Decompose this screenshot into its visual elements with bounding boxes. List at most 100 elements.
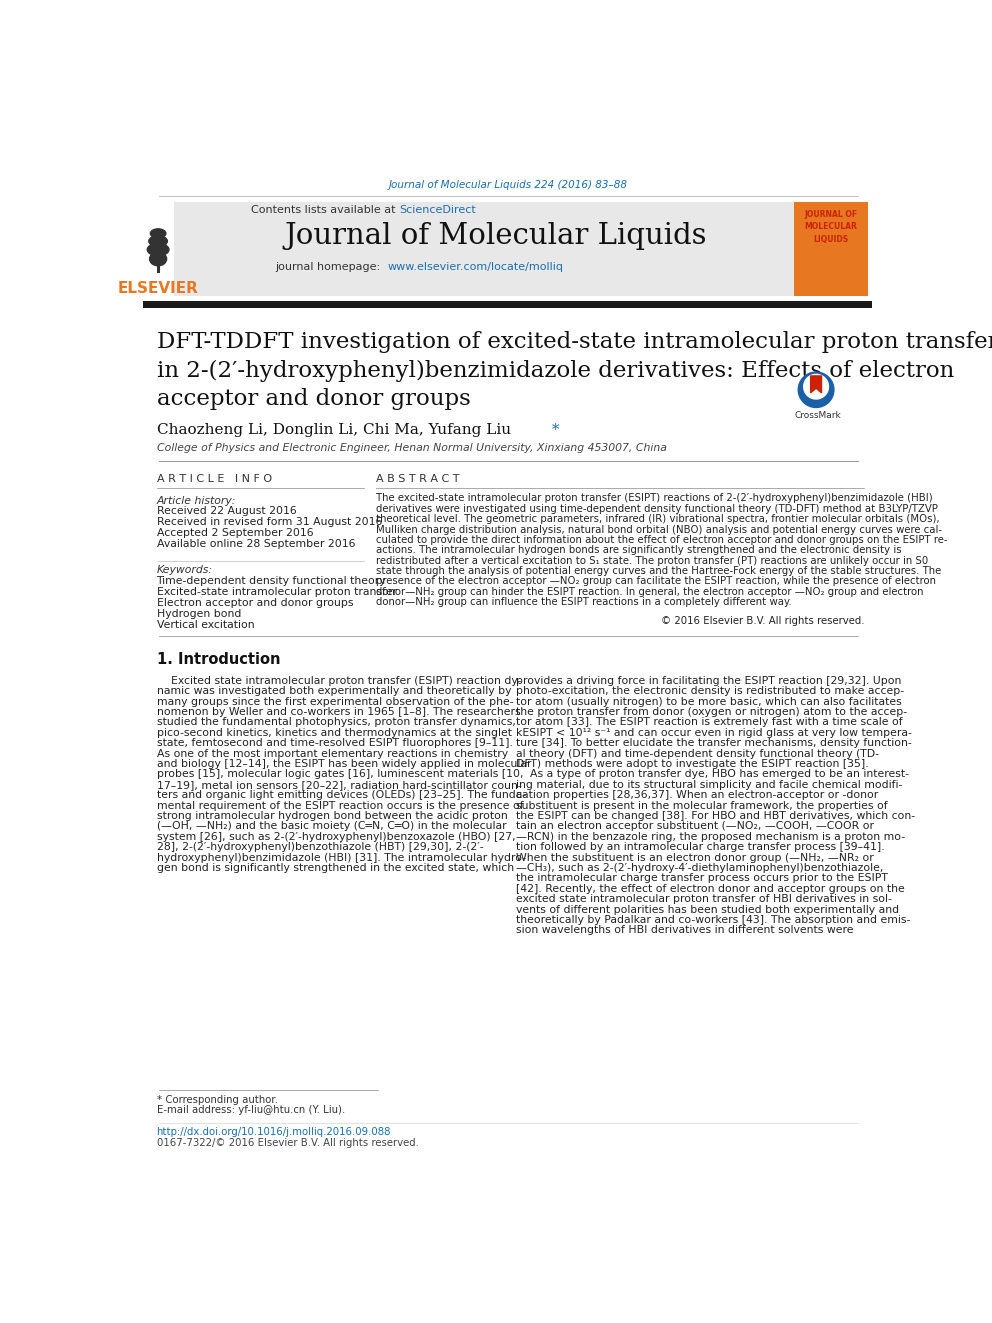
Text: acceptor and donor groups: acceptor and donor groups (157, 388, 470, 410)
Text: state through the analysis of potential energy curves and the Hartree-Fock energ: state through the analysis of potential … (376, 566, 941, 576)
Text: DFT) methods were adopt to investigate the ESIPT reaction [35].: DFT) methods were adopt to investigate t… (516, 759, 869, 769)
Text: Mulliken charge distribution analysis, natural bond orbital (NBO) analysis and p: Mulliken charge distribution analysis, n… (376, 524, 941, 534)
Text: Received 22 August 2016: Received 22 August 2016 (157, 507, 297, 516)
Text: *: * (548, 423, 559, 437)
Text: ters and organic light emitting devices (OLEDs) [23–25]. The funda-: ters and organic light emitting devices … (157, 790, 526, 800)
Text: Electron acceptor and donor groups: Electron acceptor and donor groups (157, 598, 353, 609)
Text: many groups since the first experimental observation of the phe-: many groups since the first experimental… (157, 697, 513, 706)
Text: Article history:: Article history: (157, 496, 236, 505)
Text: A R T I C L E   I N F O: A R T I C L E I N F O (157, 474, 272, 484)
Text: namic was investigated both experimentally and theoretically by: namic was investigated both experimental… (157, 687, 511, 696)
Bar (175, 202, 795, 296)
Ellipse shape (150, 251, 167, 266)
Text: the intramolecular charge transfer process occurs prior to the ESIPT: the intramolecular charge transfer proce… (516, 873, 888, 884)
Text: kESIPT < 10¹² s⁻¹ and can occur even in rigid glass at very low tempera-: kESIPT < 10¹² s⁻¹ and can occur even in … (516, 728, 912, 738)
Text: Vertical excitation: Vertical excitation (157, 619, 254, 630)
Text: gen bond is significantly strengthened in the excited state, which: gen bond is significantly strengthened i… (157, 863, 514, 873)
Text: Keywords:: Keywords: (157, 565, 212, 576)
Text: theoretically by Padalkar and co-workers [43]. The absorption and emis-: theoretically by Padalkar and co-workers… (516, 916, 911, 925)
Text: tain an electron acceptor substituent (—NO₂, —COOH, —COOR or: tain an electron acceptor substituent (—… (516, 822, 874, 831)
Text: JOURNAL OF
MOLECULAR
LIQUIDS: JOURNAL OF MOLECULAR LIQUIDS (805, 209, 857, 243)
Text: (—OH, —NH₂) and the basic moiety (C═N, C═O) in the molecular: (—OH, —NH₂) and the basic moiety (C═N, C… (157, 822, 506, 831)
Text: ELSEVIER: ELSEVIER (118, 280, 198, 295)
Text: presence of the electron acceptor —NO₂ group can facilitate the ESIPT reaction, : presence of the electron acceptor —NO₂ g… (376, 577, 935, 586)
Text: —CH₃), such as 2-(2′-hydroxy-4′-diethylaminophenyl)benzothiazole,: —CH₃), such as 2-(2′-hydroxy-4′-diethyla… (516, 863, 884, 873)
Text: tor atom (usually nitrogen) to be more basic, which can also facilitates: tor atom (usually nitrogen) to be more b… (516, 697, 902, 706)
Bar (144, 202, 175, 296)
Text: ture [34]. To better elucidate the transfer mechanisms, density function-: ture [34]. To better elucidate the trans… (516, 738, 912, 749)
Text: redistributed after a vertical excitation to S₁ state. The proton transfer (PT) : redistributed after a vertical excitatio… (376, 556, 929, 566)
Text: the ESIPT can be changed [38]. For HBO and HBT derivatives, which con-: the ESIPT can be changed [38]. For HBO a… (516, 811, 916, 822)
Text: vents of different polarities has been studied both experimentally and: vents of different polarities has been s… (516, 905, 900, 914)
Text: The excited-state intramolecular proton transfer (ESIPT) reactions of 2-(2′-hydr: The excited-state intramolecular proton … (376, 493, 932, 503)
Text: Chaozheng Li, Donglin Li, Chi Ma, Yufang Liu: Chaozheng Li, Donglin Li, Chi Ma, Yufang… (157, 423, 511, 437)
Text: photo-excitation, the electronic density is redistributed to make accep-: photo-excitation, the electronic density… (516, 687, 905, 696)
Text: Available online 28 September 2016: Available online 28 September 2016 (157, 538, 355, 549)
Text: probes [15], molecular logic gates [16], luminescent materials [10,: probes [15], molecular logic gates [16],… (157, 770, 523, 779)
Text: Journal of Molecular Liquids 224 (2016) 83–88: Journal of Molecular Liquids 224 (2016) … (389, 180, 628, 191)
Circle shape (799, 372, 834, 407)
Text: 0167-7322/© 2016 Elsevier B.V. All rights reserved.: 0167-7322/© 2016 Elsevier B.V. All right… (157, 1138, 419, 1148)
Text: system [26], such as 2-(2′-hydroxyphenyl)benzoxazole (HBO) [27,: system [26], such as 2-(2′-hydroxyphenyl… (157, 832, 515, 841)
Text: cation properties [28,36,37]. When an electron-acceptor or -donor: cation properties [28,36,37]. When an el… (516, 790, 878, 800)
Bar (795, 202, 868, 296)
Text: Excited-state intramolecular proton transfer: Excited-state intramolecular proton tran… (157, 587, 397, 597)
Bar (144, 302, 872, 308)
Text: Time-dependent density functional theory: Time-dependent density functional theory (157, 577, 386, 586)
Text: state, femtosecond and time-resolved ESIPT fluorophores [9–11].: state, femtosecond and time-resolved ESI… (157, 738, 513, 749)
Text: When the substituent is an electron donor group (—NH₂, —NR₂ or: When the substituent is an electron dono… (516, 852, 874, 863)
Text: actions. The intramolecular hydrogen bonds are significantly strengthened and th: actions. The intramolecular hydrogen bon… (376, 545, 902, 556)
Text: www.elsevier.com/locate/molliq: www.elsevier.com/locate/molliq (388, 262, 563, 271)
Ellipse shape (149, 235, 168, 246)
Text: derivatives were investigated using time-dependent density functional theory (TD: derivatives were investigated using time… (376, 504, 937, 513)
Text: provides a driving force in facilitating the ESIPT reaction [29,32]. Upon: provides a driving force in facilitating… (516, 676, 902, 685)
Text: sion wavelengths of HBI derivatives in different solvents were: sion wavelengths of HBI derivatives in d… (516, 925, 854, 935)
Text: journal homepage:: journal homepage: (276, 262, 388, 271)
Text: mental requirement of the ESIPT reaction occurs is the presence of: mental requirement of the ESIPT reaction… (157, 800, 523, 811)
Text: al theory (DFT) and time-dependent density functional theory (TD-: al theory (DFT) and time-dependent densi… (516, 749, 879, 758)
Text: strong intramolecular hydrogen bond between the acidic proton: strong intramolecular hydrogen bond betw… (157, 811, 507, 822)
Ellipse shape (151, 229, 166, 238)
Text: Accepted 2 September 2016: Accepted 2 September 2016 (157, 528, 313, 538)
Text: 28], 2-(2′-hydroxyphenyl)benzothiazole (HBT) [29,30], 2-(2′-: 28], 2-(2′-hydroxyphenyl)benzothiazole (… (157, 843, 483, 852)
Text: * Corresponding author.: * Corresponding author. (157, 1094, 278, 1105)
Text: Hydrogen bond: Hydrogen bond (157, 609, 241, 619)
Text: A B S T R A C T: A B S T R A C T (376, 474, 459, 484)
Text: Journal of Molecular Liquids: Journal of Molecular Liquids (285, 222, 707, 250)
Text: nomenon by Weller and co-workers in 1965 [1–8]. The researchers: nomenon by Weller and co-workers in 1965… (157, 706, 520, 717)
Text: CrossMark: CrossMark (795, 410, 841, 419)
Text: tor atom [33]. The ESIPT reaction is extremely fast with a time scale of: tor atom [33]. The ESIPT reaction is ext… (516, 717, 903, 728)
Text: http://dx.doi.org/10.1016/j.molliq.2016.09.088: http://dx.doi.org/10.1016/j.molliq.2016.… (157, 1127, 391, 1136)
Text: studied the fundamental photophysics, proton transfer dynamics,: studied the fundamental photophysics, pr… (157, 717, 516, 728)
Text: ScienceDirect: ScienceDirect (399, 205, 476, 216)
Text: theoretical level. The geometric parameters, infrared (IR) vibrational spectra, : theoretical level. The geometric paramet… (376, 515, 939, 524)
Text: Received in revised form 31 August 2016: Received in revised form 31 August 2016 (157, 517, 382, 527)
Text: E-mail address: yf-liu@htu.cn (Y. Liu).: E-mail address: yf-liu@htu.cn (Y. Liu). (157, 1106, 345, 1115)
Text: and biology [12–14], the ESIPT has been widely applied in molecular: and biology [12–14], the ESIPT has been … (157, 759, 531, 769)
Text: excited state intramolecular proton transfer of HBI derivatives in sol-: excited state intramolecular proton tran… (516, 894, 892, 904)
Circle shape (804, 374, 828, 400)
Text: substituent is present in the molecular framework, the properties of: substituent is present in the molecular … (516, 800, 888, 811)
Text: donor—NH₂ group can influence the ESIPT reactions in a completely different way.: donor—NH₂ group can influence the ESIPT … (376, 597, 792, 607)
Text: pico-second kinetics, kinetics and thermodynamics at the singlet: pico-second kinetics, kinetics and therm… (157, 728, 512, 738)
Text: As a type of proton transfer dye, HBO has emerged to be an interest-: As a type of proton transfer dye, HBO ha… (516, 770, 909, 779)
Text: [42]. Recently, the effect of electron donor and acceptor groups on the: [42]. Recently, the effect of electron d… (516, 884, 905, 894)
Text: tion followed by an intramolecular charge transfer process [39–41].: tion followed by an intramolecular charg… (516, 843, 885, 852)
Text: hydroxyphenyl)benzimidazole (HBI) [31]. The intramolecular hydro-: hydroxyphenyl)benzimidazole (HBI) [31]. … (157, 852, 526, 863)
Text: College of Physics and Electronic Engineer, Henan Normal University, Xinxiang 45: College of Physics and Electronic Engine… (157, 442, 667, 452)
Text: the proton transfer from donor (oxygen or nitrogen) atom to the accep-: the proton transfer from donor (oxygen o… (516, 706, 908, 717)
Polygon shape (810, 376, 821, 393)
Text: Contents lists available at: Contents lists available at (251, 205, 399, 216)
Text: —RCN) in the benzazole ring, the proposed mechanism is a proton mo-: —RCN) in the benzazole ring, the propose… (516, 832, 906, 841)
Text: donor—NH₂ group can hinder the ESIPT reaction. In general, the electron acceptor: donor—NH₂ group can hinder the ESIPT rea… (376, 587, 924, 597)
Text: Excited state intramolecular proton transfer (ESIPT) reaction dy-: Excited state intramolecular proton tran… (157, 676, 521, 685)
Text: culated to provide the direct information about the effect of electron acceptor : culated to provide the direct informatio… (376, 534, 947, 545)
Text: in 2-(2′-hydroxyphenyl)benzimidazole derivatives: Effects of electron: in 2-(2′-hydroxyphenyl)benzimidazole der… (157, 360, 953, 381)
Text: 1. Introduction: 1. Introduction (157, 652, 280, 667)
Text: © 2016 Elsevier B.V. All rights reserved.: © 2016 Elsevier B.V. All rights reserved… (661, 615, 864, 626)
Text: 17–19], metal ion sensors [20–22], radiation hard-scintillator coun-: 17–19], metal ion sensors [20–22], radia… (157, 779, 522, 790)
Text: ing material, due to its structural simplicity and facile chemical modifi-: ing material, due to its structural simp… (516, 779, 903, 790)
Ellipse shape (147, 243, 169, 255)
Bar (157, 259, 160, 273)
Text: DFT-TDDFT investigation of excited-state intramolecular proton transfer: DFT-TDDFT investigation of excited-state… (157, 331, 992, 353)
